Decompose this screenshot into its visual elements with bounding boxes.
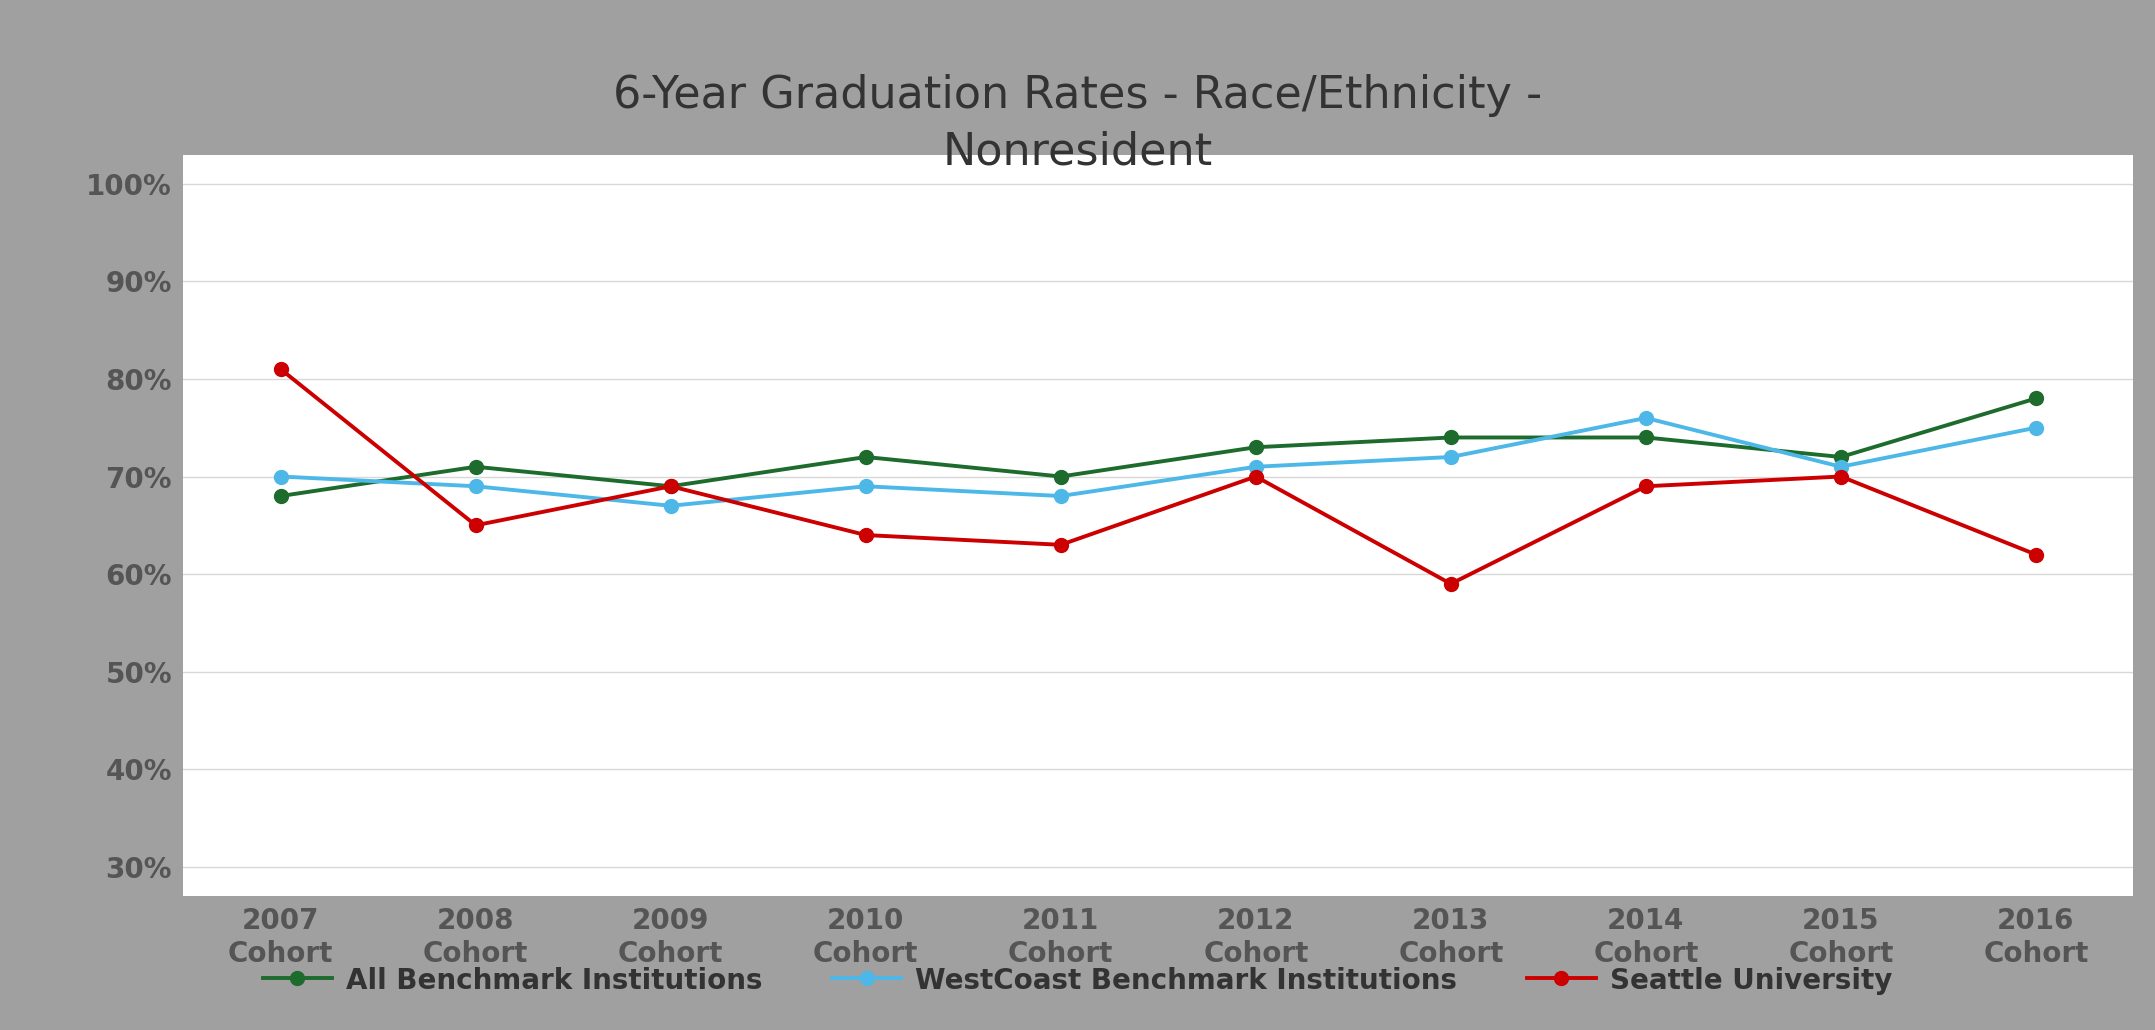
- Seattle University: [2024, 548, 2049, 560]
- Seattle University: [267, 363, 293, 375]
- Legend: All Benchmark Institutions, WestCoast Benchmark Institutions, Seattle University: All Benchmark Institutions, WestCoast Be…: [252, 956, 1903, 1006]
- WestCoast Benchmark Institutions: [463, 480, 489, 492]
- Line: WestCoast Benchmark Institutions: WestCoast Benchmark Institutions: [274, 411, 2043, 513]
- Seattle University: [463, 519, 489, 531]
- All Benchmark Institutions: [657, 480, 683, 492]
- Seattle University: [1437, 578, 1463, 590]
- All Benchmark Institutions: [2024, 392, 2049, 405]
- Seattle University: [657, 480, 683, 492]
- Text: 6-Year Graduation Rates - Race/Ethnicity -
Nonresident: 6-Year Graduation Rates - Race/Ethnicity…: [612, 74, 1543, 173]
- All Benchmark Institutions: [853, 451, 879, 464]
- All Benchmark Institutions: [463, 460, 489, 473]
- WestCoast Benchmark Institutions: [1437, 451, 1463, 464]
- Seattle University: [1827, 471, 1853, 483]
- WestCoast Benchmark Institutions: [2024, 421, 2049, 434]
- WestCoast Benchmark Institutions: [853, 480, 879, 492]
- Seattle University: [853, 528, 879, 541]
- Line: Seattle University: Seattle University: [274, 363, 2043, 591]
- All Benchmark Institutions: [1827, 451, 1853, 464]
- WestCoast Benchmark Institutions: [267, 471, 293, 483]
- WestCoast Benchmark Institutions: [1047, 490, 1073, 503]
- All Benchmark Institutions: [267, 490, 293, 503]
- All Benchmark Institutions: [1633, 432, 1659, 444]
- WestCoast Benchmark Institutions: [657, 500, 683, 512]
- WestCoast Benchmark Institutions: [1633, 412, 1659, 424]
- All Benchmark Institutions: [1243, 441, 1269, 453]
- All Benchmark Institutions: [1437, 432, 1463, 444]
- Seattle University: [1047, 539, 1073, 551]
- WestCoast Benchmark Institutions: [1243, 460, 1269, 473]
- Seattle University: [1243, 471, 1269, 483]
- WestCoast Benchmark Institutions: [1827, 460, 1853, 473]
- Seattle University: [1633, 480, 1659, 492]
- All Benchmark Institutions: [1047, 471, 1073, 483]
- Line: All Benchmark Institutions: All Benchmark Institutions: [274, 391, 2043, 503]
